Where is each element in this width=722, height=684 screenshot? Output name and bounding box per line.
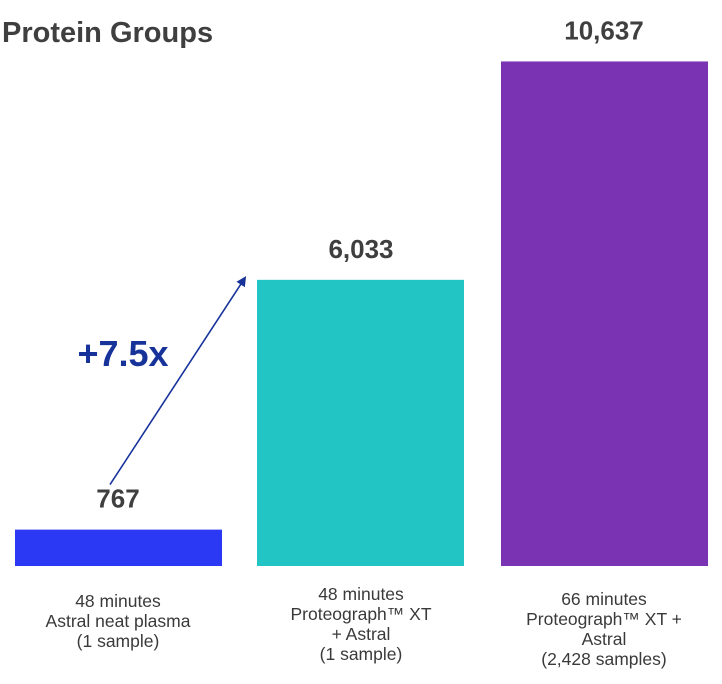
category-label-1-line-2: Astral neat plasma (46, 611, 191, 631)
category-label-2-line-1: 48 minutes (318, 584, 404, 604)
category-label-2-line-3: + Astral (332, 624, 391, 644)
category-label-3-line-4: (2,428 samples) (541, 649, 666, 669)
bar-3 (501, 61, 708, 567)
bar-1 (15, 529, 222, 566)
value-label-1: 767 (96, 484, 139, 514)
chart-title: Protein Groups (2, 17, 213, 49)
value-label-2: 6,033 (328, 234, 393, 264)
category-label-3-line-1: 66 minutes (561, 589, 647, 609)
category-label-1-line-3: (1 sample) (77, 631, 160, 651)
bar-2 (257, 279, 464, 566)
category-label-3-line-2: Proteograph™ XT + (526, 609, 682, 629)
fold-change-label: +7.5x (77, 333, 168, 374)
category-label-1-line-1: 48 minutes (75, 591, 161, 611)
fold-change-arrow (109, 276, 247, 486)
category-label-2-line-4: (1 sample) (320, 644, 403, 664)
category-label-3-line-3: Astral (582, 629, 627, 649)
category-label-2-line-2: Proteograph™ XT (290, 604, 431, 624)
value-label-3: 10,637 (564, 15, 644, 45)
